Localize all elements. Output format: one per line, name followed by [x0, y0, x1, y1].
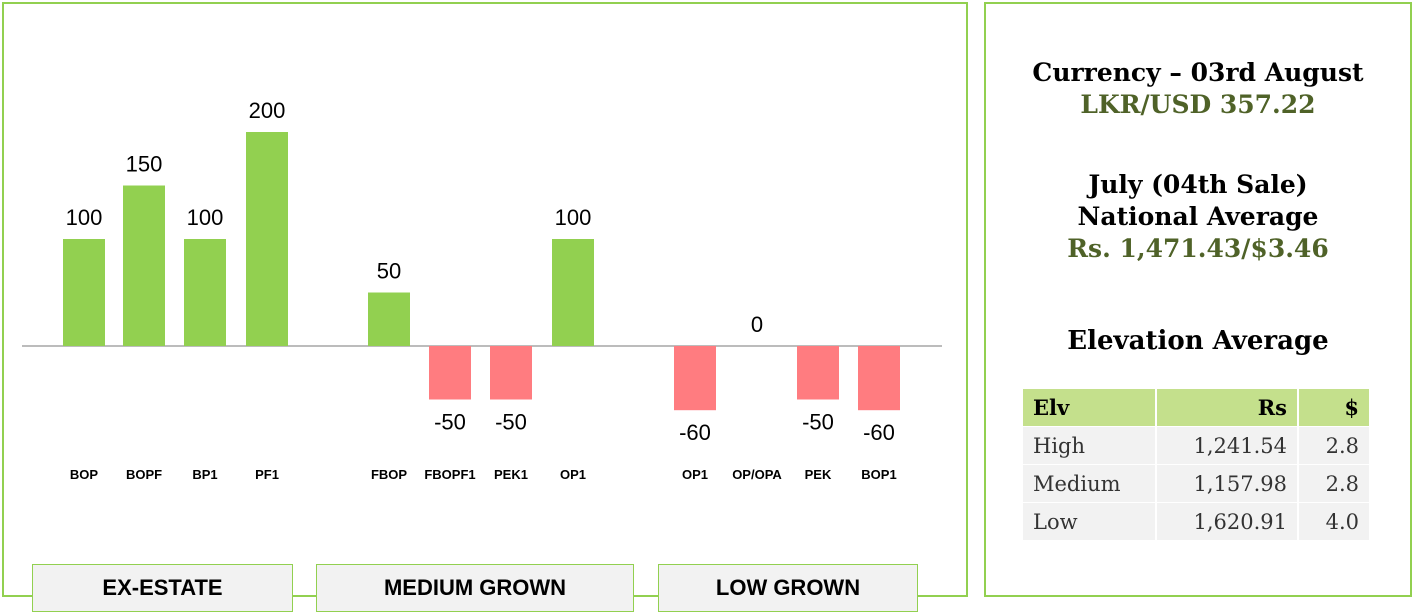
currency-value: LKR/USD 357.22 [1080, 90, 1316, 119]
sale-subheading: National Average [1077, 202, 1319, 231]
group-label-medium-grown: MEDIUM GROWN [316, 564, 634, 612]
category-label: BOPF [126, 467, 162, 482]
table-row: High 1,241.54 2.8 [1023, 426, 1369, 465]
data-label: -60 [863, 420, 895, 445]
bar-bopf [123, 185, 165, 346]
category-label: PEK1 [494, 467, 528, 482]
category-label: FBOP [371, 467, 407, 482]
data-label: 0 [751, 312, 763, 337]
row-elevation: High [1023, 426, 1156, 465]
table-header-row: Elv Rs $ [1023, 389, 1369, 427]
data-label: 100 [555, 205, 592, 230]
bar-op1 [552, 239, 594, 346]
category-label: OP1 [560, 467, 586, 482]
row-rs: 1,620.91 [1155, 502, 1298, 541]
bar-bp1 [184, 239, 226, 346]
data-label: -50 [802, 410, 834, 435]
row-usd: 4.0 [1297, 502, 1369, 541]
bar-op1 [674, 346, 716, 411]
row-rs: 1,241.54 [1155, 426, 1298, 465]
data-label: -50 [434, 410, 466, 435]
bar-fbopf1 [429, 346, 471, 400]
bar-fbop [368, 292, 410, 346]
category-label: PF1 [255, 467, 279, 482]
bar-pf1 [246, 132, 288, 346]
bar-bop1 [858, 346, 900, 411]
category-label: OP/OPA [732, 467, 782, 482]
table-row: Low 1,620.91 4.0 [1023, 502, 1369, 541]
category-label: BOP1 [861, 467, 896, 482]
category-label: FBOPF1 [424, 467, 475, 482]
price-change-bar-chart: 100 BOP 150 BOPF 100 BP1 200 PF1 50 FBOP -50 FBOPF1… [22, 98, 942, 482]
category-label: BOP [70, 467, 99, 482]
group-label-low-grown: LOW GROWN [658, 564, 918, 612]
bar-pek1 [490, 346, 532, 400]
national-average-value: Rs. 1,471.43/$3.46 [1067, 234, 1329, 263]
bar-pek [797, 346, 839, 400]
data-label: 100 [187, 205, 224, 230]
data-label: -50 [495, 410, 527, 435]
sale-heading: July (04th Sale) [1088, 170, 1308, 199]
category-label: PEK [805, 467, 832, 482]
header-rs: Rs [1155, 389, 1298, 427]
table-row: Medium 1,157.98 2.8 [1023, 464, 1369, 503]
category-label: BP1 [192, 467, 217, 482]
row-usd: 2.8 [1297, 464, 1369, 503]
data-label: 100 [66, 205, 103, 230]
elevation-average-table: Elv Rs $ High 1,241.54 2.8 Medium 1,157.… [1023, 389, 1369, 541]
group-label-ex-estate: EX-ESTATE [32, 564, 293, 612]
bar-bop [63, 239, 105, 346]
data-label: -60 [679, 420, 711, 445]
currency-heading: Currency – 03rd August [1032, 58, 1364, 87]
national-average-block: July (04th Sale) National Average Rs. 1,… [984, 169, 1412, 265]
category-label: OP1 [682, 467, 708, 482]
elevation-heading: Elevation Average [1067, 326, 1329, 356]
data-label: 200 [249, 98, 286, 123]
row-usd: 2.8 [1297, 426, 1369, 465]
data-label: 50 [377, 259, 401, 284]
currency-block: Currency – 03rd August LKR/USD 357.22 [984, 57, 1412, 121]
row-elevation: Low [1023, 502, 1156, 541]
row-elevation: Medium [1023, 464, 1156, 503]
row-rs: 1,157.98 [1155, 464, 1298, 503]
header-elv: Elv [1023, 389, 1156, 427]
header-usd: $ [1297, 389, 1369, 427]
data-label: 150 [126, 152, 163, 177]
elevation-heading-block: Elevation Average [984, 325, 1412, 357]
